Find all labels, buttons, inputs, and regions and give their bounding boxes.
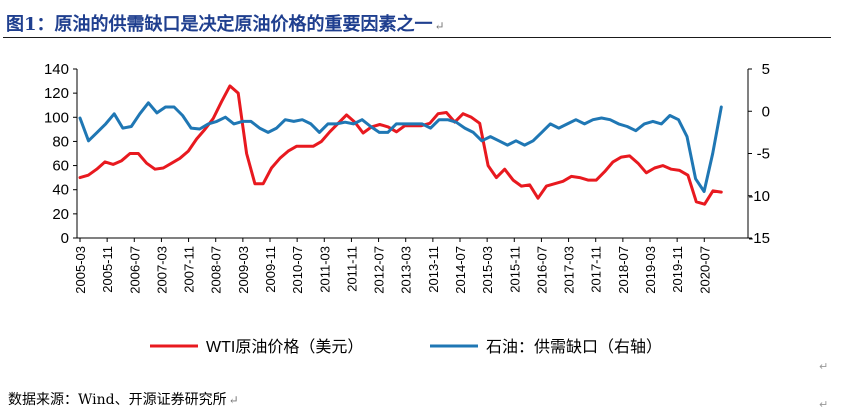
left-axis-tick-label: 120: [44, 85, 69, 102]
x-axis-tick-label: 2017-11: [589, 246, 604, 293]
x-axis-tick-label: 2014-07: [453, 246, 468, 294]
x-axis-tick-label: 2007-11: [182, 246, 197, 293]
x-axis-tick-label: 2015-03: [480, 246, 495, 294]
right-axis-tick-label: -15: [748, 230, 770, 247]
x-axis-tick-label: 2012-07: [372, 246, 387, 294]
left-axis-tick-label: 40: [52, 182, 69, 199]
x-axis-tick-label: 2019-11: [670, 246, 685, 293]
x-axis-tick-label: 2018-07: [616, 246, 631, 294]
series-line-1: [78, 84, 723, 206]
x-axis-tick-label: 2020-07: [697, 246, 712, 294]
x-axis-tick-label: 2006-07: [127, 246, 142, 294]
x-axis-tick-label: 2010-07: [290, 246, 305, 294]
right-axis-tick-label: -10: [748, 188, 770, 205]
left-axis-tick-label: 20: [52, 206, 69, 223]
legend-label-2: 石油：供需缺口（右轴）: [486, 338, 662, 356]
left-axis-tick-label: 140: [44, 61, 69, 78]
legend-label-1: WTI原油价格（美元）: [206, 338, 363, 356]
series-line-2: [78, 101, 723, 193]
side-return-mark: ↵: [819, 360, 829, 373]
x-axis-tick-label: 2011-11: [344, 246, 359, 292]
left-axis-tick-label: 80: [52, 133, 69, 150]
title-bar: 图1：原油的供需缺口是决定原油价格的重要因素之一 ↵: [3, 3, 831, 38]
x-axis-tick-label: 2005-03: [73, 246, 88, 294]
x-axis-tick-label: 2016-07: [534, 246, 549, 294]
source-text: 数据来源：Wind、开源证券研究所: [8, 392, 227, 408]
left-axis-tick-label: 60: [52, 158, 69, 175]
right-axis-tick-label: -5: [757, 146, 770, 163]
x-axis-tick-label: 2013-03: [399, 246, 414, 294]
x-axis-tick-label: 2019-03: [643, 246, 658, 294]
x-axis-tick-label: 2009-11: [263, 246, 278, 293]
figure-title-text: 图1：原油的供需缺口是决定原油价格的重要因素之一: [6, 14, 433, 35]
left-axis-tick-label: 100: [44, 109, 69, 126]
figure-title: 图1：原油的供需缺口是决定原油价格的重要因素之一 ↵: [6, 10, 445, 36]
x-axis-tick-label: 2015-11: [507, 246, 522, 293]
legend: WTI原油价格（美元） 石油：供需缺口（右轴）: [150, 338, 662, 356]
x-axis-tick-label: 2009-03: [236, 246, 251, 294]
left-axis-tick-label: 0: [61, 230, 69, 247]
source-return-mark: ↵: [228, 393, 239, 407]
right-axis-tick-label: 0: [762, 103, 770, 120]
side-return-mark-2: ↵: [819, 398, 829, 411]
x-axis-tick-label: 2005-11: [100, 246, 115, 293]
x-axis-tick-label: 2017-03: [562, 246, 577, 294]
return-mark: ↵: [434, 19, 445, 33]
source-note: 数据来源：Wind、开源证券研究所 ↵: [8, 389, 239, 409]
x-axis-tick-label: 2008-07: [209, 246, 224, 294]
x-axis-tick-label: 2013-11: [426, 246, 441, 293]
right-axis-tick-label: 5: [762, 61, 770, 78]
x-axis-tick-label: 2011-03: [317, 246, 332, 293]
x-axis-tick-label: 2007-03: [154, 246, 169, 294]
